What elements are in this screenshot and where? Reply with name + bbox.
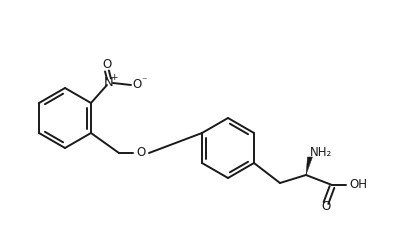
Text: +: + — [110, 74, 118, 83]
Text: O: O — [133, 79, 142, 91]
Text: ⁻: ⁻ — [141, 76, 147, 86]
Polygon shape — [306, 157, 312, 175]
Text: O: O — [137, 147, 145, 159]
Text: NH₂: NH₂ — [310, 145, 332, 159]
Text: O: O — [102, 59, 112, 71]
Text: O: O — [321, 200, 330, 213]
Text: N: N — [104, 76, 114, 89]
Text: OH: OH — [349, 178, 367, 192]
